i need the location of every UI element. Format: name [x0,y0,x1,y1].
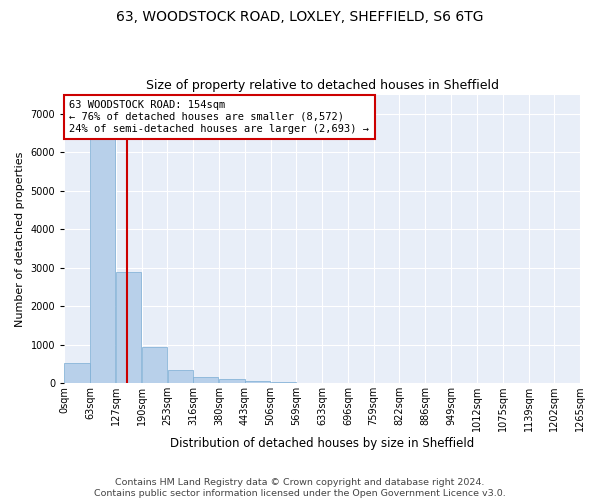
Text: 63, WOODSTOCK ROAD, LOXLEY, SHEFFIELD, S6 6TG: 63, WOODSTOCK ROAD, LOXLEY, SHEFFIELD, S… [116,10,484,24]
Text: Contains HM Land Registry data © Crown copyright and database right 2024.
Contai: Contains HM Land Registry data © Crown c… [94,478,506,498]
Bar [116,272,142,383]
Bar [142,346,167,383]
Bar [64,363,89,383]
Title: Size of property relative to detached houses in Sheffield: Size of property relative to detached ho… [146,79,499,92]
Text: 63 WOODSTOCK ROAD: 154sqm
← 76% of detached houses are smaller (8,572)
24% of se: 63 WOODSTOCK ROAD: 154sqm ← 76% of detac… [70,100,370,134]
Bar [90,136,115,383]
Bar [271,382,296,383]
Bar [245,381,270,383]
Y-axis label: Number of detached properties: Number of detached properties [15,151,25,326]
X-axis label: Distribution of detached houses by size in Sheffield: Distribution of detached houses by size … [170,437,474,450]
Bar [167,370,193,383]
Bar [193,378,218,383]
Bar [220,380,245,383]
